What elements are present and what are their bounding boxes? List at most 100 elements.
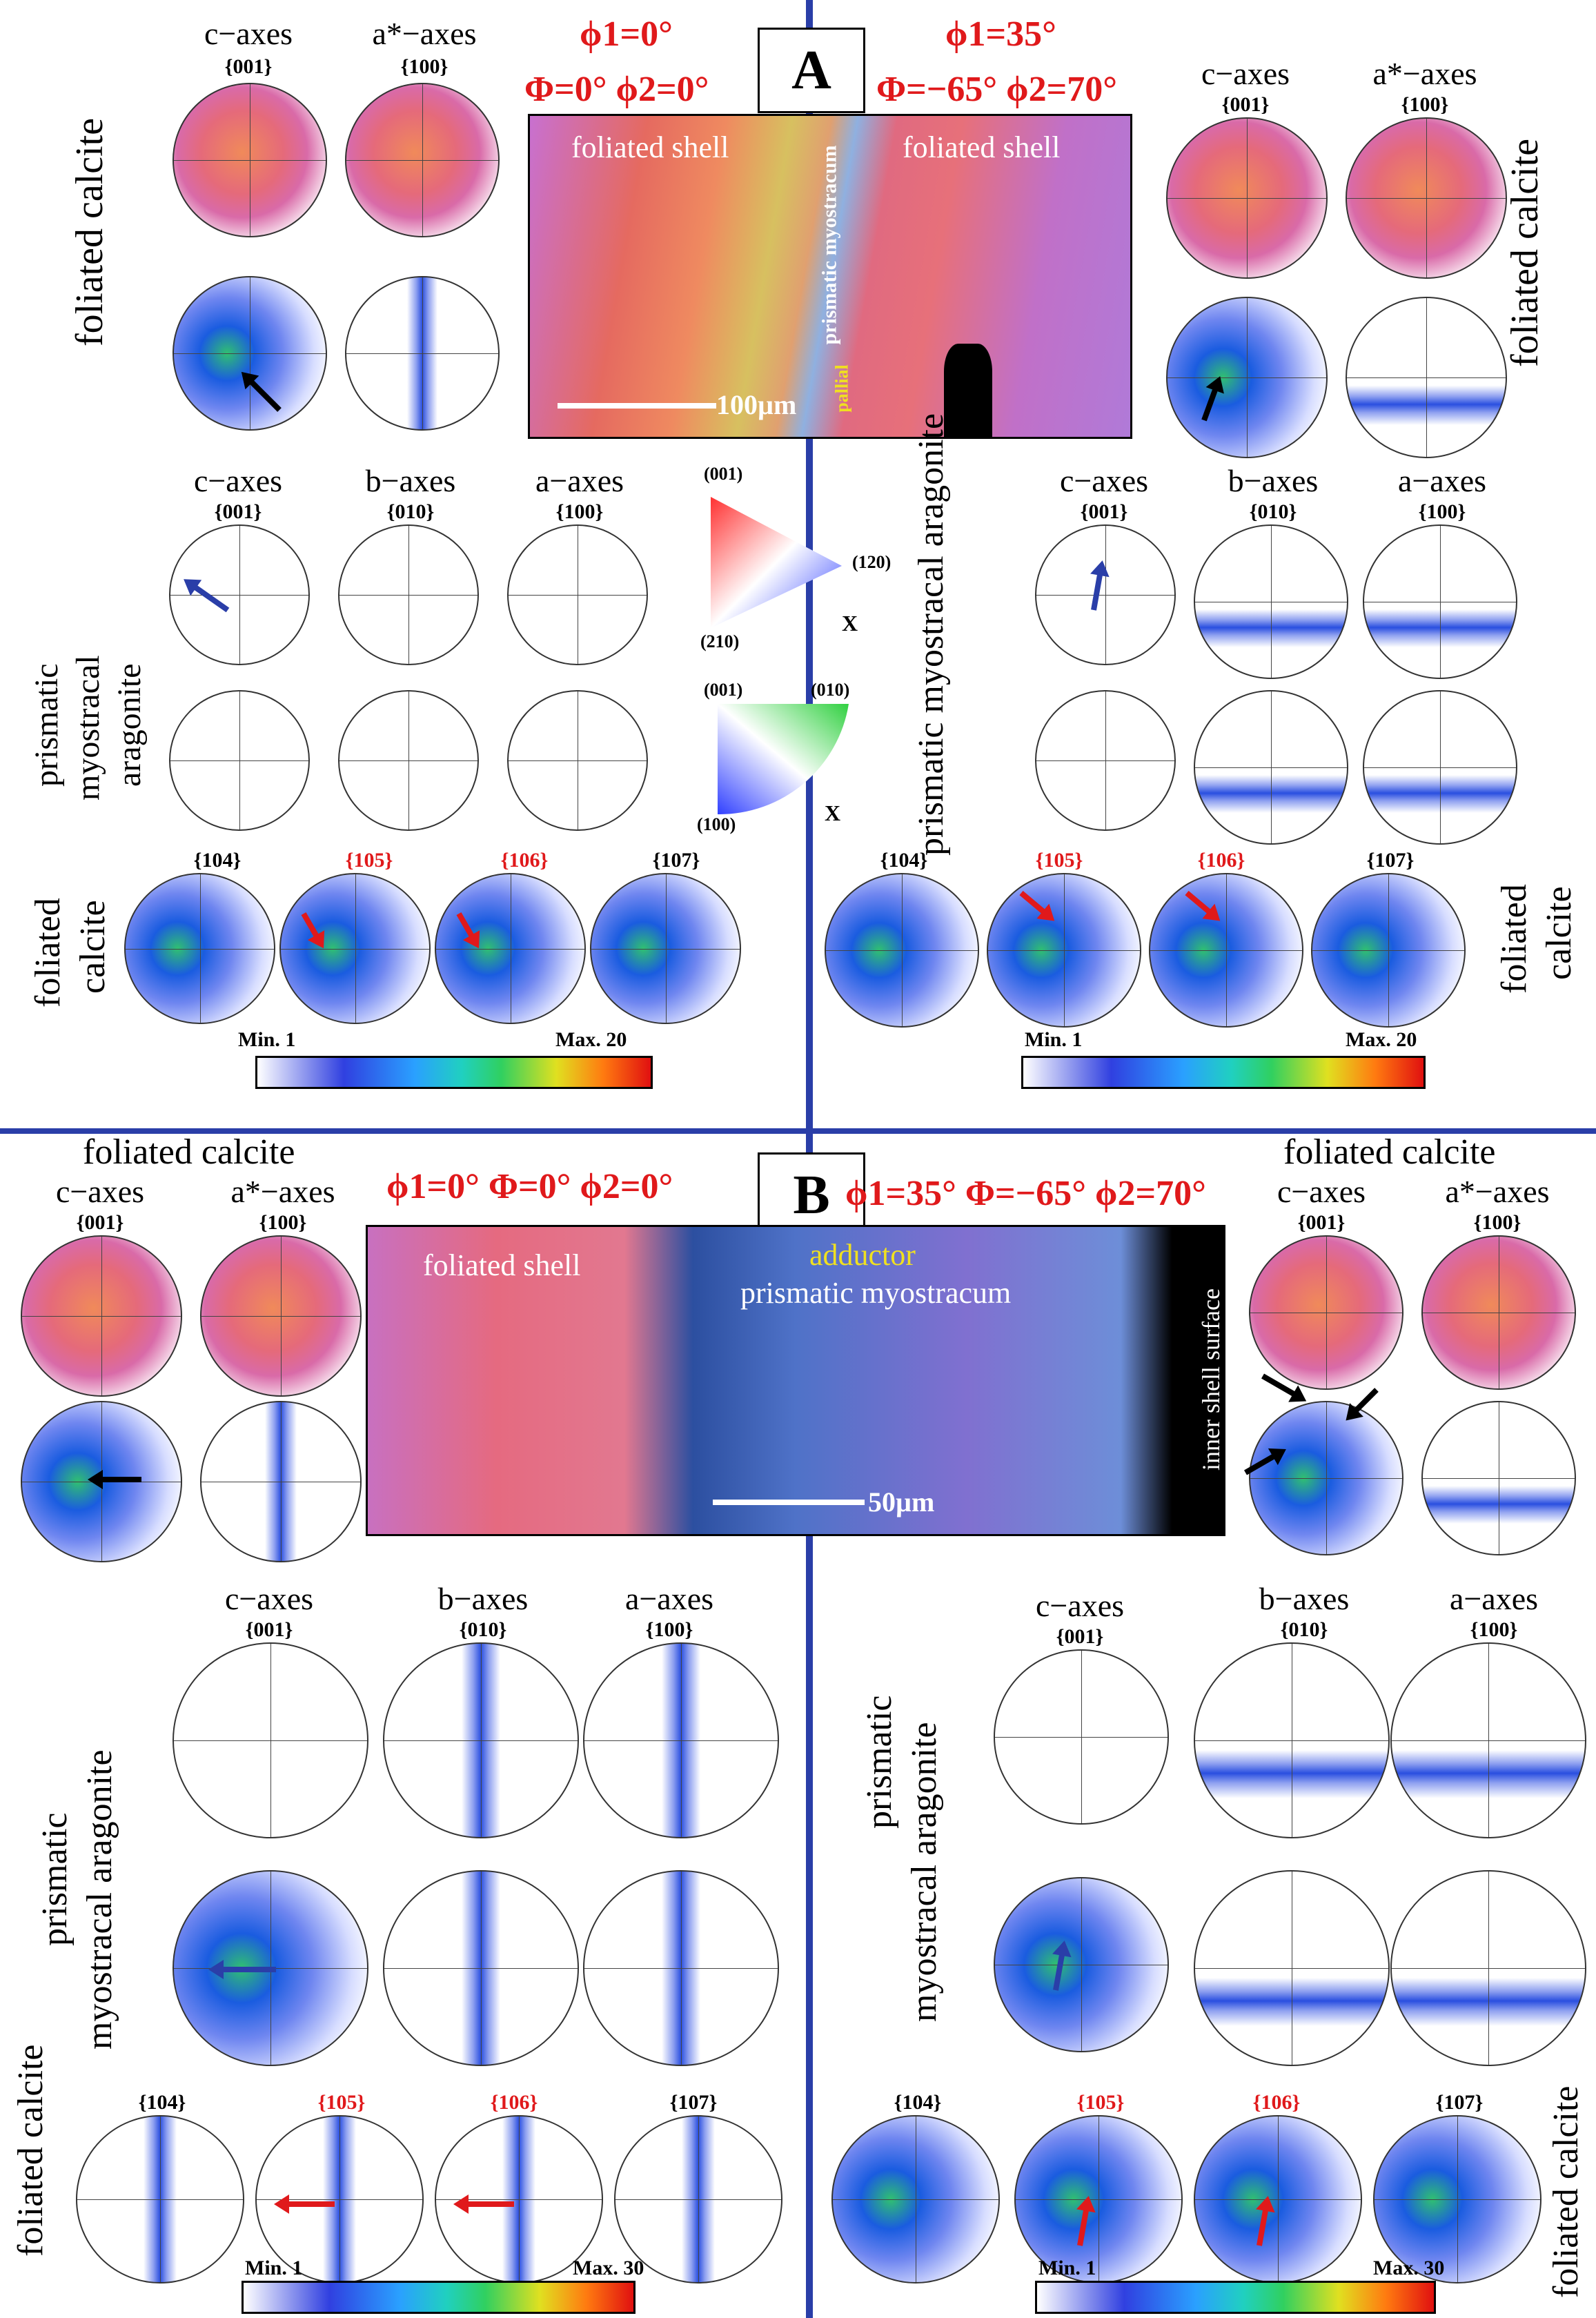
a-cl-pole-106 — [435, 873, 586, 1024]
panel-b-map-adductor: adductor — [809, 1238, 916, 1272]
a-ar-pole-b-raw — [1194, 524, 1348, 679]
b-cl-arrow-106 — [466, 2201, 514, 2207]
a-ar-aragonite-label: prismatic myostracal aragonite — [912, 413, 951, 856]
a-ur-pole-c-dens — [1166, 297, 1328, 458]
a-al-plane-010: {010} — [386, 500, 435, 523]
b-ul-pole-c-raw — [21, 1235, 182, 1397]
panel-a-scale-bar — [558, 403, 716, 409]
b-al-label-2: myostracal aragonite — [80, 1749, 119, 2050]
aragonite-ipf-bottom: (210) — [700, 631, 740, 651]
a-ur-pole-c-raw — [1166, 117, 1328, 279]
a-cl-pole-107 — [590, 873, 741, 1024]
aragonite-ipf-axis: X — [842, 611, 858, 636]
b-ar-plane-010: {010} — [1280, 1618, 1328, 1641]
a-ur-pole-astar-raw — [1346, 117, 1507, 279]
a-ar-c-head: c−axes — [1059, 463, 1149, 498]
a-ul-plane-100: {100} — [400, 55, 449, 78]
b-ur-arrow-black-2 — [1352, 1388, 1379, 1414]
a-cr-plane-105: {105} — [1035, 849, 1083, 872]
a-cl-label-2: calcite — [73, 900, 112, 994]
b-cr-scale-max: Max. 30 — [1373, 2257, 1445, 2279]
a-cl-label-1: foliated — [28, 898, 68, 1008]
panel-a-euler-left-2: Φ=0° ϕ2=0° — [524, 70, 709, 109]
b-cr-plane-107: {107} — [1435, 2091, 1484, 2114]
a-al-aragonite-label-2: myostracal — [70, 655, 106, 801]
panel-b-scale-bar — [713, 1500, 865, 1505]
calcite-ipf-top-left: (001) — [704, 680, 743, 700]
b-al-arrow-blue — [221, 1967, 276, 1972]
a-al-pole-a-raw — [507, 524, 648, 665]
a-cl-plane-104: {104} — [193, 849, 242, 872]
b-cl-scale-min: Min. 1 — [245, 2257, 303, 2279]
b-ul-title: foliated calcite — [83, 1132, 295, 1172]
calcite-ipf-shape — [718, 704, 849, 815]
b-al-pole-a-raw — [583, 1642, 779, 1838]
b-al-pole-b-dens — [383, 1870, 579, 2066]
a-cr-plane-104: {104} — [880, 849, 928, 872]
a-al-pole-b-dens — [338, 690, 479, 831]
b-ar-pole-b-dens — [1194, 1870, 1390, 2066]
b-ur-pole-c-raw — [1249, 1235, 1403, 1390]
a-cr-pole-105 — [987, 873, 1141, 1028]
a-ur-pole-astar-dens — [1346, 297, 1507, 458]
aragonite-ipf-key — [711, 497, 842, 628]
b-cl-side-label: foliated calcite — [11, 2044, 50, 2257]
b-cl-colorbar — [242, 2281, 636, 2314]
b-cr-scale-min: Min. 1 — [1038, 2257, 1096, 2279]
panel-b-euler-right: ϕ1=35° Φ=−65° ϕ2=70° — [845, 1174, 1206, 1213]
a-ar-a-head: a−axes — [1397, 463, 1487, 498]
a-ar-pole-a-raw — [1363, 524, 1517, 679]
panel-b-euler-left: ϕ1=0° Φ=0° ϕ2=0° — [386, 1167, 673, 1206]
a-ur-plane-100: {100} — [1401, 93, 1449, 116]
b-al-plane-100: {100} — [645, 1618, 693, 1641]
b-ar-plane-001: {001} — [1056, 1625, 1104, 1648]
b-cr-pole-106 — [1194, 2115, 1362, 2283]
panel-b-map-left-label: foliated shell — [423, 1248, 581, 1282]
a-cl-pole-104 — [124, 873, 275, 1024]
a-al-aragonite-label-3: aragonite — [111, 663, 148, 787]
b-al-pole-a-dens — [583, 1870, 779, 2066]
a-al-pole-a-dens — [507, 690, 648, 831]
b-ar-plane-100: {100} — [1470, 1618, 1518, 1641]
b-al-b-head: b−axes — [437, 1581, 529, 1616]
a-ar-b-head: b−axes — [1228, 463, 1319, 498]
a-al-aragonite-label-1: prismatic — [28, 663, 65, 787]
b-cr-plane-105: {105} — [1076, 2091, 1125, 2114]
a-al-plane-100: {100} — [555, 500, 604, 523]
a-cr-scale-min: Min. 1 — [1025, 1028, 1083, 1051]
a-cl-scale-max: Max. 20 — [555, 1028, 627, 1051]
b-ur-plane-100: {100} — [1473, 1211, 1521, 1234]
panel-b-map-inner: inner shell surface — [1196, 1288, 1225, 1471]
b-ul-pole-astar-dens — [200, 1401, 362, 1562]
a-al-pole-c-raw — [169, 524, 310, 665]
b-al-pole-b-raw — [383, 1642, 579, 1838]
b-cl-plane-107: {107} — [669, 2091, 718, 2114]
aragonite-ipf-triangle — [711, 497, 842, 628]
a-cr-label-1: foliated — [1495, 884, 1534, 994]
a-right-side-label: foliated calcite — [1504, 138, 1546, 367]
b-cl-pole-107 — [614, 2115, 782, 2283]
b-al-c-head: c−axes — [224, 1581, 314, 1616]
a-ul-pole-c-dens — [173, 276, 327, 431]
panel-a-letter: A — [758, 28, 865, 113]
a-cl-plane-106: {106} — [500, 849, 549, 872]
a-ul-astar-axes-head: a*−axes — [372, 16, 477, 51]
panel-a-scale-label: 100µm — [716, 389, 797, 420]
b-ul-arrow-black — [100, 1477, 141, 1482]
b-ur-pole-astar-raw — [1421, 1235, 1576, 1390]
a-ul-c-axes-head: c−axes — [204, 16, 293, 51]
b-ar-c-head: c−axes — [1035, 1588, 1125, 1623]
a-cr-pole-104 — [825, 873, 979, 1028]
b-cl-pole-105 — [255, 2115, 424, 2283]
panel-a-map-black-region — [944, 344, 992, 437]
b-cl-scale-max: Max. 30 — [573, 2257, 644, 2279]
a-ur-plane-001: {001} — [1221, 93, 1270, 116]
panel-a-euler-left-1: ϕ1=0° — [580, 14, 673, 54]
a-al-c-head: c−axes — [193, 463, 283, 498]
a-ar-pole-b-dens — [1194, 690, 1348, 845]
panel-b-scale-label: 50µm — [868, 1486, 935, 1517]
a-ar-plane-010: {010} — [1249, 500, 1297, 523]
b-ar-pole-a-dens — [1390, 1870, 1586, 2066]
panel-b-ebsd-map: foliated shell adductor prismatic myostr… — [366, 1225, 1225, 1536]
